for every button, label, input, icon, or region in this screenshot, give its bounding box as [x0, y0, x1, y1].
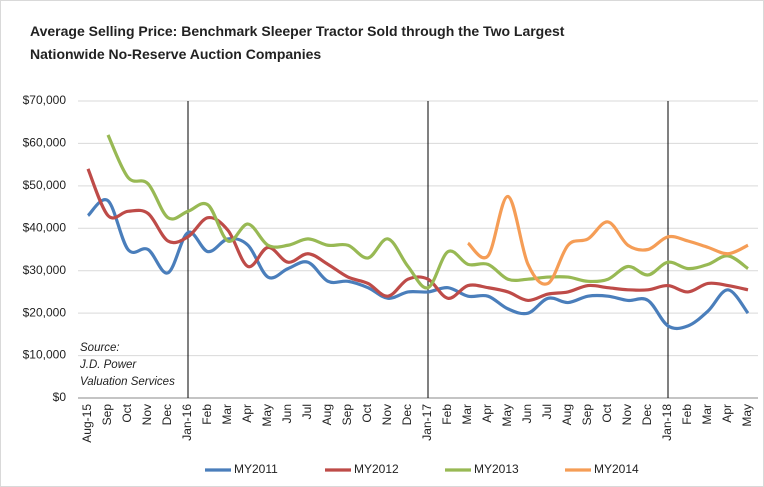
series-line — [86, 168, 749, 303]
x-tick-label: Dec — [640, 404, 654, 425]
x-tick-label: Apr — [240, 404, 254, 423]
x-tick-label: Oct — [360, 403, 374, 422]
x-tick-label: Jan-18 — [660, 404, 674, 441]
y-tick-label: $40,000 — [23, 220, 67, 234]
x-tick-label: Apr — [720, 404, 734, 423]
x-tick-label: Feb — [440, 404, 454, 425]
x-tick-label: May — [500, 404, 514, 427]
x-tick-label: Aug — [560, 404, 574, 425]
x-tick-label: Sep — [340, 404, 354, 426]
x-tick-label: Feb — [680, 404, 694, 425]
x-tick-label: Sep — [100, 404, 114, 426]
x-tick-label: Dec — [160, 404, 174, 425]
x-tick-label: Nov — [140, 404, 154, 425]
x-tick-label: Mar — [460, 404, 474, 425]
x-tick-label: Oct — [120, 403, 134, 422]
x-tick-label: Mar — [220, 404, 234, 425]
x-tick-label: Dec — [400, 404, 414, 425]
x-tick-label: Feb — [200, 404, 214, 425]
x-tick-label: Oct — [600, 403, 614, 422]
series-line — [466, 194, 749, 286]
x-tick-label: May — [740, 404, 754, 427]
y-tick-label: $10,000 — [23, 348, 67, 362]
x-tick-label: May — [260, 404, 274, 427]
series-line — [86, 198, 750, 331]
series-line — [106, 134, 749, 290]
x-tick-label: Jun — [520, 404, 534, 423]
legend-label: MY2014 — [594, 462, 639, 476]
x-tick-label: Aug — [320, 404, 334, 425]
annotation: Valuation Services — [80, 376, 175, 388]
x-tick-label: Nov — [620, 404, 634, 425]
y-tick-label: $60,000 — [23, 136, 67, 150]
annotation: J.D. Power — [79, 359, 137, 371]
chart-title: Nationwide No-Reserve Auction Companies — [30, 46, 321, 62]
x-tick-label: Jul — [540, 404, 554, 419]
x-tick-label: Jan-16 — [180, 404, 194, 441]
x-tick-label: Sep — [580, 404, 594, 426]
y-tick-label: $0 — [53, 390, 67, 404]
x-tick-label: Aug-15 — [80, 404, 94, 443]
x-tick-label: Jan-17 — [420, 404, 434, 441]
x-tick-label: Nov — [380, 404, 394, 425]
x-tick-label: Apr — [480, 404, 494, 423]
x-tick-label: Mar — [700, 404, 714, 425]
annotation: Source: — [80, 342, 120, 354]
y-tick-label: $70,000 — [23, 93, 67, 107]
y-tick-label: $20,000 — [23, 305, 67, 319]
legend-label: MY2011 — [234, 462, 278, 476]
y-tick-label: $30,000 — [23, 263, 67, 277]
x-tick-label: Jul — [300, 404, 314, 419]
legend-label: MY2013 — [474, 462, 519, 476]
x-tick-label: Jun — [280, 404, 294, 423]
y-tick-label: $50,000 — [23, 178, 67, 192]
legend-label: MY2012 — [354, 462, 399, 476]
chart-title: Average Selling Price: Benchmark Sleeper… — [30, 23, 565, 39]
